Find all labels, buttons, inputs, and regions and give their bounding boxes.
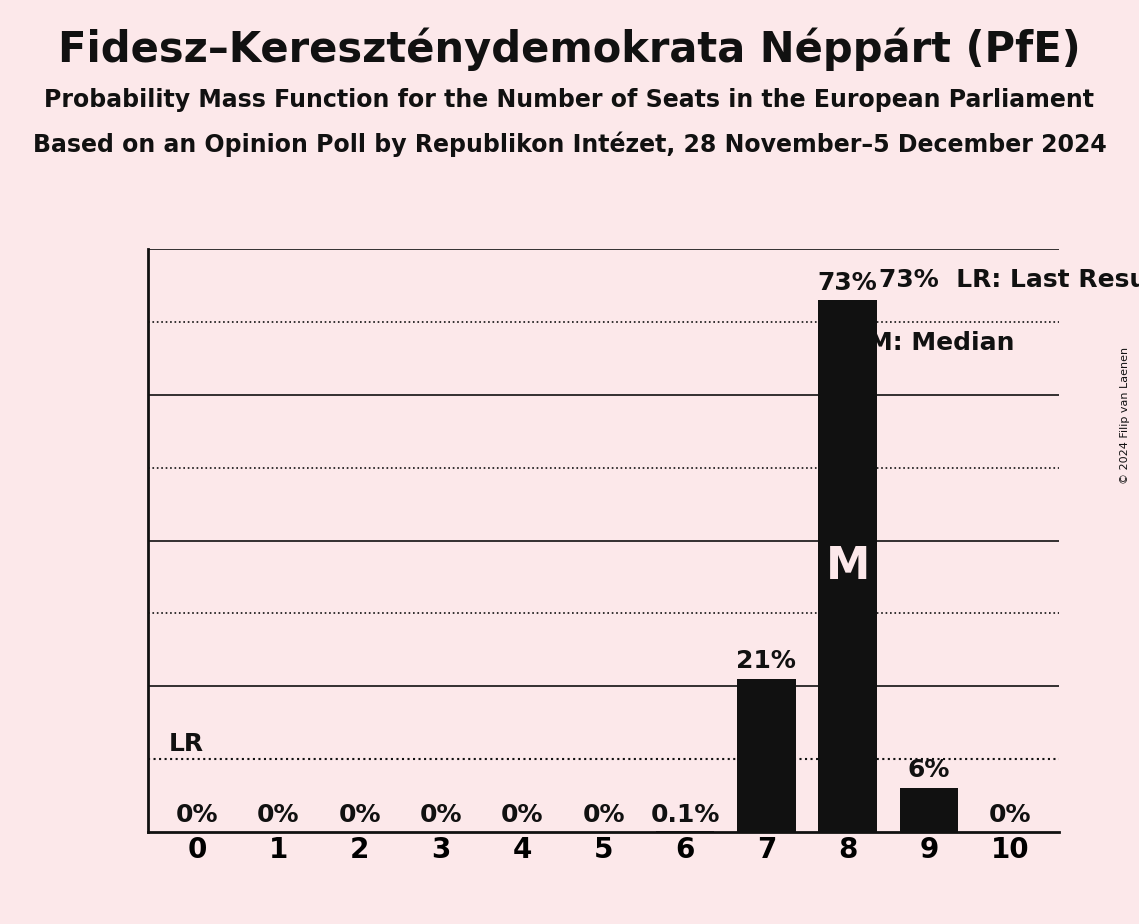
Bar: [819, 300, 877, 832]
Text: Based on an Opinion Poll by Republikon Intézet, 28 November–5 December 2024: Based on an Opinion Poll by Republikon I…: [33, 131, 1106, 157]
Text: 0%: 0%: [501, 803, 543, 826]
Text: 0%: 0%: [338, 803, 380, 826]
Text: 73%  LR: Last Result: 73% LR: Last Result: [878, 268, 1139, 292]
Text: 0%: 0%: [257, 803, 300, 826]
Text: 6%: 6%: [908, 758, 950, 782]
Text: LR: LR: [169, 732, 204, 756]
Text: M: Median: M: Median: [868, 331, 1015, 355]
Text: 0.1%: 0.1%: [650, 803, 720, 826]
Bar: [737, 679, 796, 832]
Text: Fidesz–Kereszténydemokrata Néppárt (PfE): Fidesz–Kereszténydemokrata Néppárt (PfE): [58, 28, 1081, 71]
Text: 0%: 0%: [989, 803, 1032, 826]
Text: M: M: [826, 544, 870, 588]
Bar: [900, 788, 958, 832]
Text: 73%: 73%: [818, 271, 878, 295]
Text: 0%: 0%: [419, 803, 462, 826]
Text: 21%: 21%: [737, 649, 796, 673]
Text: © 2024 Filip van Laenen: © 2024 Filip van Laenen: [1121, 347, 1130, 484]
Text: Probability Mass Function for the Number of Seats in the European Parliament: Probability Mass Function for the Number…: [44, 88, 1095, 112]
Text: 0%: 0%: [582, 803, 625, 826]
Text: 0%: 0%: [175, 803, 219, 826]
